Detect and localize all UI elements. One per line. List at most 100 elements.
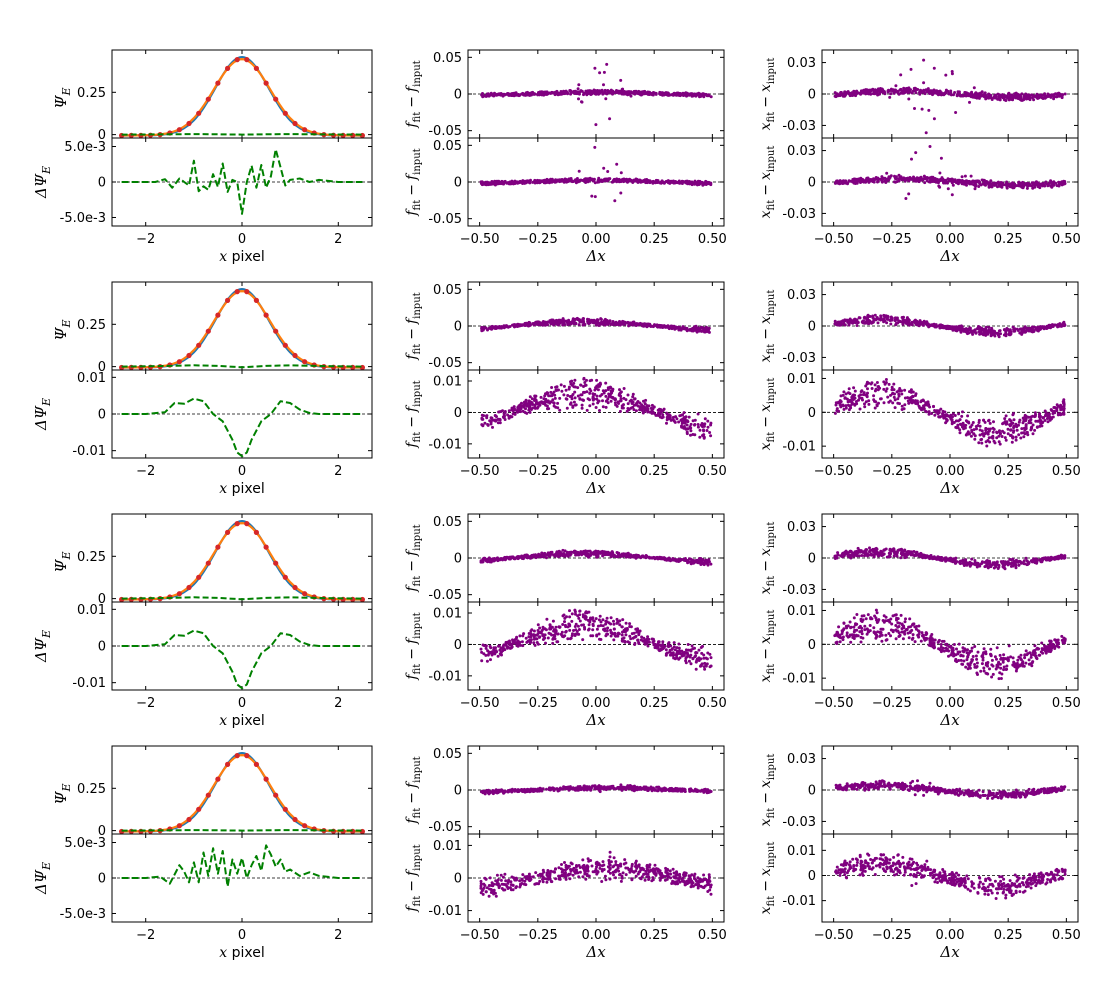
psi-axis-label: ΨE bbox=[52, 87, 73, 108]
x_residual_top-point bbox=[909, 322, 912, 326]
x_residual_top-point bbox=[996, 97, 1000, 101]
x_residual_bottom-point bbox=[933, 180, 937, 183]
x_residual_top-point bbox=[946, 89, 950, 93]
f_residual_bottom-point bbox=[689, 422, 693, 426]
x_residual_top-point bbox=[1042, 327, 1046, 331]
x_residual_bottom-point bbox=[879, 397, 883, 401]
x_residual_bottom-point bbox=[993, 441, 997, 445]
x_residual_bottom-point bbox=[998, 442, 1002, 446]
x_residual_bottom-point bbox=[1008, 418, 1012, 422]
profile-blue-curve bbox=[121, 55, 363, 137]
f_residual_bottom-points bbox=[480, 376, 713, 440]
x_residual_bottom-point bbox=[887, 178, 891, 182]
f_residual_bottom-point bbox=[497, 417, 501, 421]
x_residual_top-point bbox=[866, 92, 870, 95]
x_residual_bottom-point bbox=[951, 183, 955, 187]
x_residual_top-point bbox=[968, 100, 971, 104]
x_residual_top-point bbox=[964, 92, 968, 96]
f_residual_bottom-point bbox=[682, 180, 686, 184]
x_residual_bottom-point bbox=[1029, 428, 1033, 432]
difference-xtick-label: 2 bbox=[334, 696, 342, 711]
f_residual_top-point bbox=[576, 91, 580, 95]
x_residual_bottom-point bbox=[893, 406, 897, 410]
x_residual_bottom-point bbox=[1049, 180, 1053, 184]
x_residual_top-point bbox=[978, 93, 982, 96]
f_residual_top-point bbox=[513, 325, 517, 329]
f_residual_bottom-point bbox=[633, 403, 636, 407]
x_residual_top-point bbox=[993, 334, 997, 338]
f_residual_bottom-point bbox=[562, 180, 566, 184]
x_residual_bottom-point bbox=[997, 440, 1001, 444]
x_residual_top-point bbox=[859, 89, 863, 93]
x_residual_bottom-point bbox=[840, 180, 844, 184]
x_residual_bottom-point bbox=[892, 395, 896, 399]
f_residual_bottom-point bbox=[625, 409, 629, 413]
f_residual_top-point bbox=[631, 321, 635, 325]
f_residual_bottom-point bbox=[564, 388, 568, 392]
f_residual_top-point bbox=[569, 322, 573, 326]
x_residual_bottom-point bbox=[949, 413, 953, 417]
f_residual_bottom-point bbox=[622, 387, 626, 390]
f-residual-axis-label: ffit−finput bbox=[404, 292, 423, 360]
f_residual_top-point bbox=[537, 321, 541, 325]
f_residual_top-point bbox=[502, 92, 506, 96]
x_residual_top-point bbox=[1024, 96, 1028, 100]
f_residual_bottom-point bbox=[702, 433, 706, 437]
f_residual_bottom-xtick-label: 0.25 bbox=[640, 232, 669, 247]
f_residual_top-point bbox=[480, 92, 484, 96]
x_residual_bottom-point bbox=[1022, 419, 1026, 423]
x_residual_bottom-point bbox=[982, 434, 986, 438]
profile-sample-point bbox=[205, 560, 211, 566]
f_residual_bottom-point bbox=[702, 436, 706, 440]
f_residual_top-point bbox=[623, 90, 627, 94]
f_residual_bottom-point bbox=[556, 388, 560, 392]
x_residual_top-point bbox=[1036, 325, 1039, 329]
profile-sample-point bbox=[205, 96, 211, 102]
x_residual_top-point bbox=[922, 89, 926, 93]
x_residual_bottom-ytick-label: 0.03 bbox=[787, 144, 816, 159]
difference-ytick-label: 0 bbox=[98, 408, 106, 423]
x_residual_top-point bbox=[889, 322, 893, 326]
x_residual_top-point bbox=[1047, 323, 1051, 327]
x_residual_bottom-point bbox=[870, 387, 874, 390]
f_residual_bottom-point bbox=[576, 386, 580, 390]
f_residual_bottom-point bbox=[596, 385, 600, 388]
x_residual_bottom-ytick-label: -0.01 bbox=[782, 440, 816, 455]
x_residual_bottom-point bbox=[928, 145, 932, 148]
profile-sample-point bbox=[234, 521, 240, 527]
f_residual_bottom-point bbox=[680, 413, 683, 417]
f_residual_top-point bbox=[516, 93, 520, 97]
profile-ytick-label: 0.25 bbox=[77, 318, 106, 333]
x_residual_top-point bbox=[836, 320, 840, 324]
x_residual_top-point bbox=[1026, 93, 1030, 97]
f_residual_bottom-point bbox=[587, 177, 591, 181]
f_residual_top-point bbox=[693, 92, 697, 96]
x_residual_bottom-point bbox=[960, 179, 964, 183]
x_residual_top-point bbox=[922, 320, 926, 324]
f_residual_bottom-point bbox=[570, 397, 574, 401]
f_residual_top-point bbox=[511, 323, 514, 327]
f_residual_bottom-point bbox=[552, 390, 556, 394]
f_residual_bottom-point bbox=[617, 177, 621, 181]
x_residual_top-point bbox=[993, 96, 997, 100]
profile-ytick-label: 0 bbox=[98, 128, 106, 143]
f_residual_top-point bbox=[563, 91, 567, 95]
x_residual_top-point bbox=[958, 92, 961, 96]
x_residual_top-point bbox=[953, 91, 957, 94]
x_residual_top-point bbox=[964, 94, 968, 98]
x_residual_bottom-point bbox=[898, 402, 901, 406]
x_residual_bottom-point bbox=[1027, 415, 1031, 419]
f_residual_bottom-point bbox=[622, 396, 626, 400]
f_residual_top-point bbox=[690, 328, 694, 332]
f_residual_bottom-point bbox=[704, 181, 707, 185]
profile-panel-frame bbox=[111, 513, 373, 603]
profile-sample-point bbox=[176, 359, 182, 365]
profile-difference-curve bbox=[121, 364, 363, 369]
f_residual_bottom-xtick-label: −0.25 bbox=[518, 232, 558, 247]
f_residual_top-point bbox=[576, 87, 580, 91]
x_residual_top-point bbox=[913, 319, 916, 323]
f_residual_bottom-point bbox=[648, 181, 652, 185]
x_residual_top-point bbox=[914, 322, 918, 326]
f_residual_bottom-point bbox=[591, 179, 595, 183]
